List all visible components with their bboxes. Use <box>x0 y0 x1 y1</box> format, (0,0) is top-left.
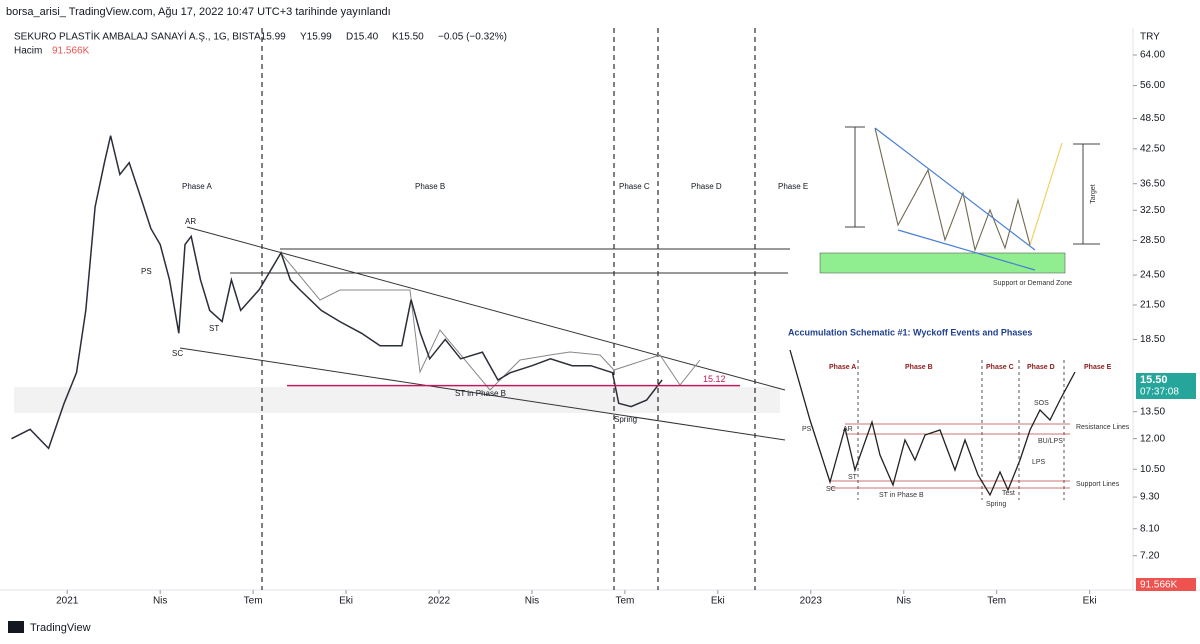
y-tick-label: 42.50 <box>1140 143 1165 154</box>
event-label: ST in Phase B <box>455 389 506 398</box>
high: Y15.99 <box>300 32 332 43</box>
event-label: SOS <box>1034 400 1049 407</box>
phase-label: Phase A <box>182 182 212 191</box>
event-label: LPS <box>1032 459 1046 466</box>
change: −0.05 (−0.32%) <box>438 32 507 43</box>
y-tick-label: 8.10 <box>1140 523 1160 534</box>
event-label: AR <box>843 426 853 433</box>
y-tick-label: 36.50 <box>1140 178 1165 189</box>
x-tick-label: Eki <box>711 596 725 607</box>
annotations: Phase A Phase B Phase C Phase D Phase E … <box>141 182 808 424</box>
x-tick-label: Nis <box>153 596 167 607</box>
volume-badge <box>1136 578 1196 591</box>
x-tick-label: Nis <box>525 596 539 607</box>
event-label: ST <box>848 474 858 481</box>
event-label: Spring <box>614 415 637 424</box>
event-label: PS <box>802 426 812 433</box>
inset-target: Target Support or Demand Zone <box>819 126 1100 287</box>
resistance-label: Resistance Lines <box>1076 424 1130 431</box>
y-tick-label: 56.00 <box>1140 80 1165 91</box>
event-label: BU/LPS <box>1038 438 1063 445</box>
y-tick-label: 32.50 <box>1140 205 1165 216</box>
publisher: borsa_arisi_ TradingView.com, Ağu 17, 20… <box>6 6 391 18</box>
y-tick-label: 12.00 <box>1140 433 1165 444</box>
x-tick-label: 2021 <box>56 596 79 607</box>
x-tick-label: 2022 <box>428 596 451 607</box>
y-tick-label: 28.50 <box>1140 235 1165 246</box>
event-label: AR <box>185 217 196 226</box>
y-tick-label: 7.20 <box>1140 550 1160 561</box>
phase-label: Phase C <box>619 182 650 191</box>
x-tick-label: Eki <box>1083 596 1097 607</box>
event-label: Test <box>1002 490 1015 497</box>
brand-logo <box>8 621 24 633</box>
last-price-label: 15.50 <box>1140 374 1168 386</box>
phase-label: Phase C <box>986 364 1014 371</box>
price-line <box>11 135 663 450</box>
phase-label: Phase A <box>829 364 856 371</box>
y-tick-label: 18.50 <box>1140 334 1165 345</box>
event-label: SC <box>172 349 183 358</box>
phase-label: Phase B <box>905 364 933 371</box>
y-tick-label: 10.50 <box>1140 464 1165 475</box>
low: D15.40 <box>346 32 379 43</box>
x-tick-label: Eki <box>339 596 353 607</box>
phase-label: Phase E <box>778 182 808 191</box>
countdown: 07:37:08 <box>1140 387 1179 398</box>
event-label: PS <box>141 267 152 276</box>
volume-label: Hacim <box>14 46 42 57</box>
symbol: SEKURO PLASTİK AMBALAJ SANAYİ A.Ş., 1G, … <box>14 30 254 43</box>
x-tick-label: 2023 <box>800 596 823 607</box>
event-label: ST <box>209 324 219 333</box>
support-label: Support Lines <box>1076 481 1120 488</box>
last-price-badge <box>1136 372 1196 399</box>
y-tick-label: 24.50 <box>1140 270 1165 281</box>
level-label: 15.12 <box>703 374 726 384</box>
currency: TRY <box>1140 32 1160 43</box>
close: K15.50 <box>392 32 424 43</box>
phase-label: Phase D <box>1027 364 1055 371</box>
inset-wyckoff: Accumulation Schematic #1: Wyckoff Event… <box>788 327 1130 507</box>
event-label: Spring <box>986 501 1006 508</box>
brand: TradingView <box>30 622 91 634</box>
zone <box>14 387 780 413</box>
phase-dividers <box>261 28 756 590</box>
phase-label: Phase D <box>691 182 722 191</box>
event-label: SC <box>826 486 836 493</box>
trend-lines <box>179 226 790 441</box>
phase-label: Phase B <box>415 182 445 191</box>
inset-title: Accumulation Schematic #1: Wyckoff Event… <box>788 327 1032 337</box>
x-tick-label: Tem <box>244 596 263 607</box>
target-label: Target <box>1090 184 1097 204</box>
y-tick-label: 21.50 <box>1140 300 1165 311</box>
y-tick-label: 9.30 <box>1140 492 1160 503</box>
y-tick-label: 13.50 <box>1140 406 1165 417</box>
y-tick-label: 48.50 <box>1140 113 1165 124</box>
volume-value: 91.566K <box>52 46 90 57</box>
open: A15.99 <box>254 32 286 43</box>
event-label: ST in Phase B <box>879 492 924 499</box>
zone-label: Support or Demand Zone <box>993 280 1072 287</box>
x-tick-label: Tem <box>615 596 634 607</box>
x-tick-label: Tem <box>987 596 1006 607</box>
volume-badge-value: 91.566K <box>1140 580 1178 591</box>
x-tick-label: Nis <box>897 596 911 607</box>
phase-label: Phase E <box>1084 364 1112 371</box>
y-tick-label: 64.00 <box>1140 50 1165 61</box>
